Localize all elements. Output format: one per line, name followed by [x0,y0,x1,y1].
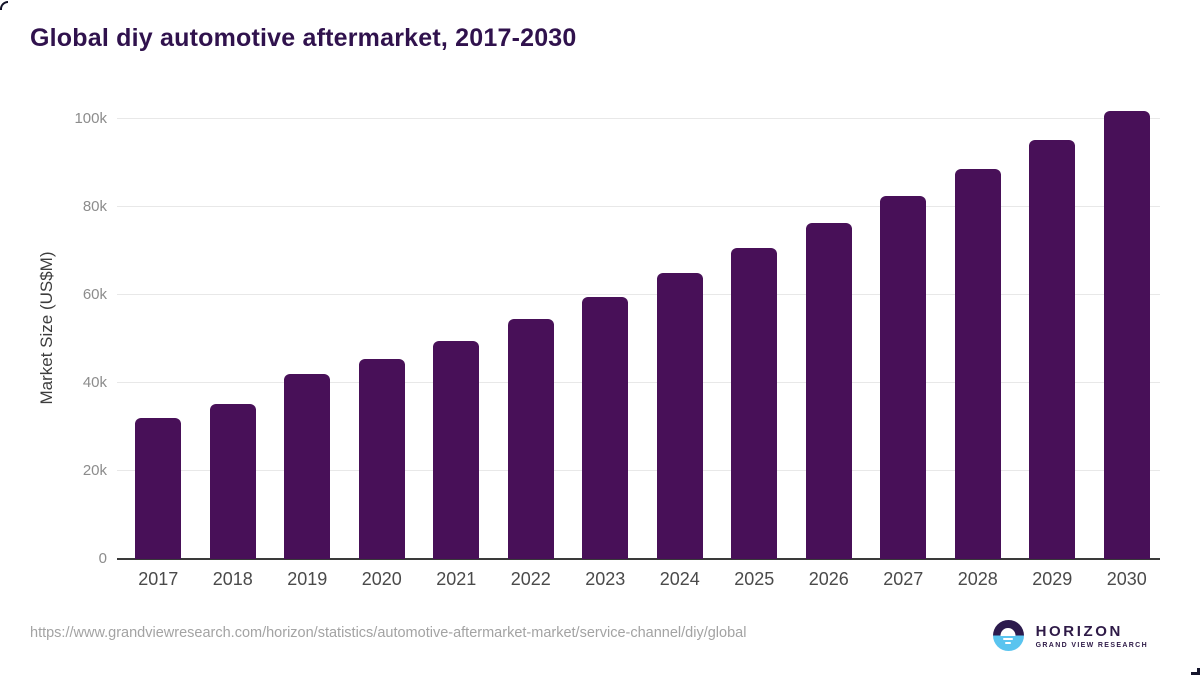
x-tick-label-2028: 2028 [957,569,998,589]
bar-2026 [805,222,852,559]
bar-2027 [880,195,927,559]
x-tick-label-2020: 2020 [361,569,402,589]
y-tick-label-80k: 80k [82,197,107,215]
bottom-right-corner-artifact [1191,668,1200,675]
bar-2023 [582,297,629,559]
x-tick-label-2027: 2027 [883,569,924,589]
y-tick-label-0: 0 [98,550,107,567]
x-tick-label-2029: 2029 [1032,569,1073,589]
bar-2021 [433,340,480,559]
bar-2025 [731,248,778,559]
x-tick-label-2023: 2023 [585,569,626,589]
logo-text-block: HORIZON GRAND VIEW RESEARCH [1036,623,1148,649]
bar-chart-plot-area: 0 20k 40k 60k 80k 100k 2017 2018 2019 2020 2021 202… [74,97,1160,589]
gridline-80k [117,205,1160,207]
bar-2017 [135,418,182,559]
gridline-100k [117,117,1160,119]
y-tick-label-40k: 40k [82,373,107,391]
x-tick-label-2024: 2024 [659,569,700,589]
x-tick-label-2019: 2019 [287,569,328,589]
water-ripple-shape [1003,638,1014,640]
y-tick-label-60k: 60k [82,285,107,303]
bar-2029 [1029,140,1076,559]
x-tick-label-2018: 2018 [212,569,253,589]
x-tick-label-2022: 2022 [510,569,551,589]
bar-2022 [507,319,554,559]
bar-2024 [656,273,703,559]
x-tick-label-2025: 2025 [734,569,775,589]
top-left-corner-artifact [0,1,8,10]
x-tick-label-2021: 2021 [436,569,477,589]
x-axis-line [117,558,1160,560]
sun-dome-shape [1000,628,1016,636]
bar-2019 [284,374,331,559]
bar-2020 [358,359,405,559]
gridline-40k [117,381,1160,383]
x-tick-label-2030: 2030 [1106,569,1147,589]
chart-title: Global diy automotive aftermarket, 2017-… [30,24,577,52]
source-url-text: https://www.grandviewresearch.com/horizo… [30,625,747,641]
gridline-60k [117,293,1160,295]
sun-over-water-icon [992,620,1024,651]
bar-2028 [954,169,1001,559]
gridline-20k [117,469,1160,471]
bar-2018 [209,403,256,559]
bar-2030 [1103,111,1150,559]
y-tick-label-20k: 20k [82,461,107,479]
x-tick-label-2026: 2026 [808,569,849,589]
horizon-logo: HORIZON GRAND VIEW RESEARCH [992,620,1148,651]
logo-name: HORIZON [1035,622,1123,640]
water-ripple-shape [1005,642,1012,644]
y-axis-title: Market Size (US$M) [37,251,56,405]
logo-subtitle: GRAND VIEW RESEARCH [1035,641,1148,649]
y-tick-label-100k: 100k [74,109,107,127]
x-tick-label-2017: 2017 [138,569,179,589]
